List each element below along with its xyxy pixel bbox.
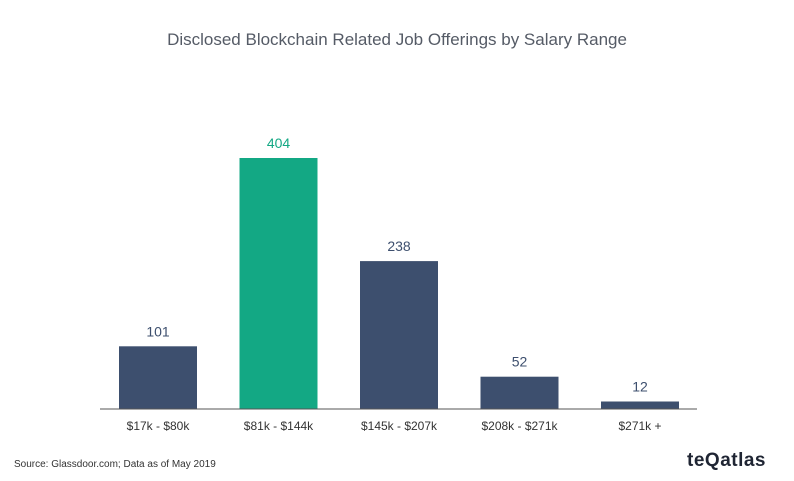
bar-1 [239, 158, 318, 409]
data-label-3: 52 [512, 354, 528, 370]
x-tick-label-3: $208k - $271k [481, 419, 558, 433]
data-label-1: 404 [267, 135, 291, 151]
x-tick-label-2: $145k - $207k [361, 419, 438, 433]
chart-title: Disclosed Blockchain Related Job Offerin… [167, 30, 627, 49]
bars-group [119, 158, 679, 410]
x-tick-label-1: $81k - $144k [244, 419, 314, 433]
bar-2 [360, 261, 438, 409]
data-labels-group: 101 404 238 52 12 [146, 135, 648, 395]
brand-logo: teQatlas [687, 450, 766, 471]
data-label-0: 101 [146, 323, 170, 339]
x-tick-label-4: $271k + [618, 419, 661, 433]
data-label-4: 12 [632, 379, 648, 395]
x-tick-label-0: $17k - $80k [127, 419, 191, 433]
bar-0 [119, 346, 197, 410]
bar-4 [601, 401, 679, 409]
source-note: Source: Glassdoor.com; Data as of May 20… [14, 459, 216, 470]
bar-3 [480, 376, 559, 409]
data-label-2: 238 [387, 238, 411, 254]
x-tick-labels-group: $17k - $80k $81k - $144k $145k - $207k $208… [127, 419, 662, 433]
